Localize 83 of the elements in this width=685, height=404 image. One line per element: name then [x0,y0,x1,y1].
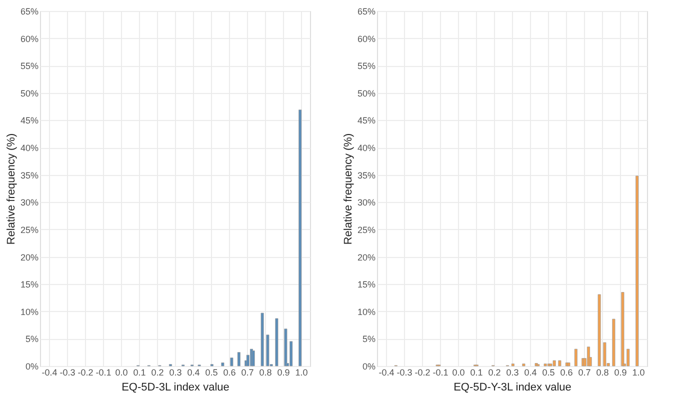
x-tick-label: 0.4 [524,368,537,378]
y-tick-label: 55% [357,61,376,72]
y-tick-label: 40% [357,143,376,154]
bar [552,360,556,366]
x-tick-label: 0.2 [488,368,501,378]
x-tick-label: 1.0 [295,368,308,378]
y-tick-label: 45% [20,116,38,126]
x-tick-label: 0.5 [542,368,555,378]
bar [266,334,270,366]
bar [612,318,616,366]
x-tick-label: 0.1 [470,368,483,378]
bar [636,176,639,366]
y-tick-label: 10% [20,306,38,317]
y-tick-label: 5% [25,334,38,344]
bar [598,294,601,366]
bar [544,364,547,366]
x-tick-label: 0.6 [223,368,236,378]
bar [298,110,302,366]
x-tick-label: 0.3 [169,368,182,378]
bar [260,312,264,366]
y-tick-label: 35% [20,170,38,180]
y-tick-label: 20% [20,252,38,262]
bar [284,328,288,366]
y-tick-label: 15% [20,280,38,290]
y-tick-label: 20% [357,252,376,262]
y-tick-label: 25% [20,224,38,235]
x-tick-label: 0.7 [241,368,254,378]
y-tick-label: 0% [25,362,38,372]
bar [626,348,630,366]
x-tick-label: 0.0 [452,368,465,378]
y-tick-label: 5% [362,334,376,344]
x-tick-label: -0.4 [378,368,394,378]
y-tick-label: 10% [357,306,376,317]
x-axis-title: EQ-5D-Y-3L index value [454,382,572,394]
y-tick-label: 45% [357,116,376,126]
y-tick-label: 50% [20,88,38,98]
x-tick-label: 0.6 [560,368,573,378]
y-tick-label: 65% [357,6,376,16]
x-tick-label: 0.8 [596,368,609,378]
y-tick-label: 50% [357,88,376,98]
x-tick-label: -0.3 [60,368,76,378]
y-tick-label: 25% [357,224,376,235]
x-tick-label: 0.7 [578,368,591,378]
x-tick-label: 0.9 [277,368,290,378]
x-tick-label: 1.0 [632,368,645,378]
y-tick-label: 65% [20,6,38,16]
bar [237,352,240,366]
bar [221,362,224,366]
x-tick-label: 0.1 [133,368,146,378]
x-tick-label: -0.1 [96,368,112,378]
x-tick-label: 0.8 [259,368,272,378]
x-tick-label: 0.0 [115,368,128,378]
x-tick-label: -0.4 [42,368,58,378]
bar [275,318,278,366]
x-tick-label: 0.5 [205,368,218,378]
bar [558,360,562,366]
x-tick-label: -0.2 [78,368,94,378]
y-axis-title: Relative frequency (%) [342,133,354,245]
x-tick-label: -0.2 [414,368,430,378]
y-axis-title: Relative frequency (%) [5,133,18,245]
y-tick-label: 15% [357,280,376,290]
y-tick-label: 60% [357,34,376,44]
y-tick-label: 30% [357,198,376,208]
bar [621,292,624,366]
x-tick-label: 0.2 [151,368,164,378]
bar [522,364,526,366]
bar [230,358,234,366]
y-tick-label: 0% [362,362,376,372]
x-tick-label: -0.1 [432,368,448,378]
y-tick-label: 35% [357,170,376,180]
y-tick-label: 60% [20,34,38,44]
y-tick-label: 55% [20,61,38,72]
y-tick-label: 40% [20,143,38,154]
x-tick-label: 0.3 [506,368,519,378]
bar [574,348,578,366]
x-tick-label: 0.9 [614,368,627,378]
x-axis-title: EQ-5D-3L index value [122,382,230,394]
bar [511,364,514,366]
bar [603,342,606,366]
y-tick-label: 30% [20,198,38,208]
x-tick-label: -0.3 [396,368,412,378]
bar [290,341,293,366]
x-tick-label: 0.4 [187,368,200,378]
